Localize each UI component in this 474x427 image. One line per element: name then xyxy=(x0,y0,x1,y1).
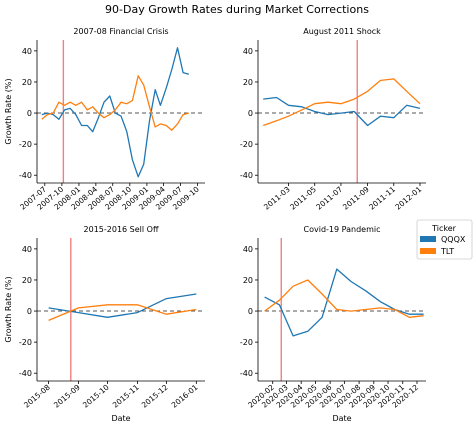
y-tick-label: -20 xyxy=(240,140,253,149)
y-tick-label: -20 xyxy=(19,140,32,149)
panel-title: 2007-08 Financial Crisis xyxy=(73,27,168,36)
legend-label-tlt: TLT xyxy=(440,247,454,256)
x-tick-label: 2015-11 xyxy=(111,382,141,409)
y-tick-label: -20 xyxy=(240,338,253,347)
x-tick-label: 2012-01 xyxy=(393,184,423,211)
x-tick-label: 2015-10 xyxy=(81,382,111,409)
y-tick-label: -20 xyxy=(19,338,32,347)
y-tick-label: 20 xyxy=(22,276,32,285)
x-tick-label: 2011-03 xyxy=(262,184,292,211)
panel-title: August 2011 Shock xyxy=(303,27,381,36)
panel-covid-19-pandemic: Covid-19 Pandemic-40-20020402020-022020-… xyxy=(240,225,426,423)
x-axis-label: Date xyxy=(111,414,130,423)
y-axis-label: Growth Rate (%) xyxy=(4,78,13,144)
y-tick-label: 20 xyxy=(22,78,32,87)
x-tick-label: 2011-09 xyxy=(341,184,371,211)
x-tick-label: 2015-12 xyxy=(140,382,170,409)
y-axis-label: Growth Rate (%) xyxy=(4,276,13,342)
legend-swatch-qqqx xyxy=(420,236,436,242)
y-tick-label: 0 xyxy=(248,109,253,118)
y-tick-label: -40 xyxy=(240,369,253,378)
x-tick-label: 2011-11 xyxy=(367,184,397,211)
x-tick-label: 2011-07 xyxy=(314,184,344,211)
series-line-qqqx xyxy=(48,293,197,318)
x-tick-label: 2015-08 xyxy=(22,382,52,409)
y-tick-label: 40 xyxy=(22,47,32,56)
y-tick-label: 0 xyxy=(248,307,253,316)
y-tick-label: 40 xyxy=(22,245,32,254)
panel-title: 2015-2016 Sell Off xyxy=(84,225,159,234)
y-tick-label: -40 xyxy=(19,369,32,378)
series-line-tlt xyxy=(264,279,424,318)
panel-title: Covid-19 Pandemic xyxy=(304,225,381,234)
series-line-qqqx xyxy=(263,96,421,127)
y-tick-label: 40 xyxy=(243,245,253,254)
panel-2007-08-financial-crisis: 2007-08 Financial Crisis-40-20020402007-… xyxy=(4,27,205,212)
x-tick-label: 2016-01 xyxy=(170,382,200,409)
y-tick-label: 0 xyxy=(27,307,32,316)
y-tick-label: 20 xyxy=(243,78,253,87)
figure-title: 90-Day Growth Rates during Market Correc… xyxy=(105,3,369,16)
series-line-tlt xyxy=(262,78,421,127)
legend: Ticker QQQX TLT xyxy=(416,219,473,260)
panel-august-2011-shock: August 2011 Shock-40-20020402011-032011-… xyxy=(240,27,426,212)
series-line-tlt xyxy=(41,75,189,131)
y-tick-label: 40 xyxy=(243,47,253,56)
legend-title: Ticker xyxy=(431,224,457,233)
x-axis-label: Date xyxy=(332,414,351,423)
series-line-qqqx xyxy=(264,268,424,337)
x-tick-label: 2011-05 xyxy=(288,184,318,211)
y-tick-label: 0 xyxy=(27,109,32,118)
series-line-tlt xyxy=(48,304,197,321)
y-tick-label: -40 xyxy=(240,171,253,180)
x-tick-label: 2015-09 xyxy=(52,382,82,409)
legend-swatch-tlt xyxy=(420,248,436,254)
series-line-qqqx xyxy=(41,47,189,178)
y-tick-label: 20 xyxy=(243,276,253,285)
legend-label-qqqx: QQQX xyxy=(441,235,466,244)
y-tick-label: -40 xyxy=(19,171,32,180)
